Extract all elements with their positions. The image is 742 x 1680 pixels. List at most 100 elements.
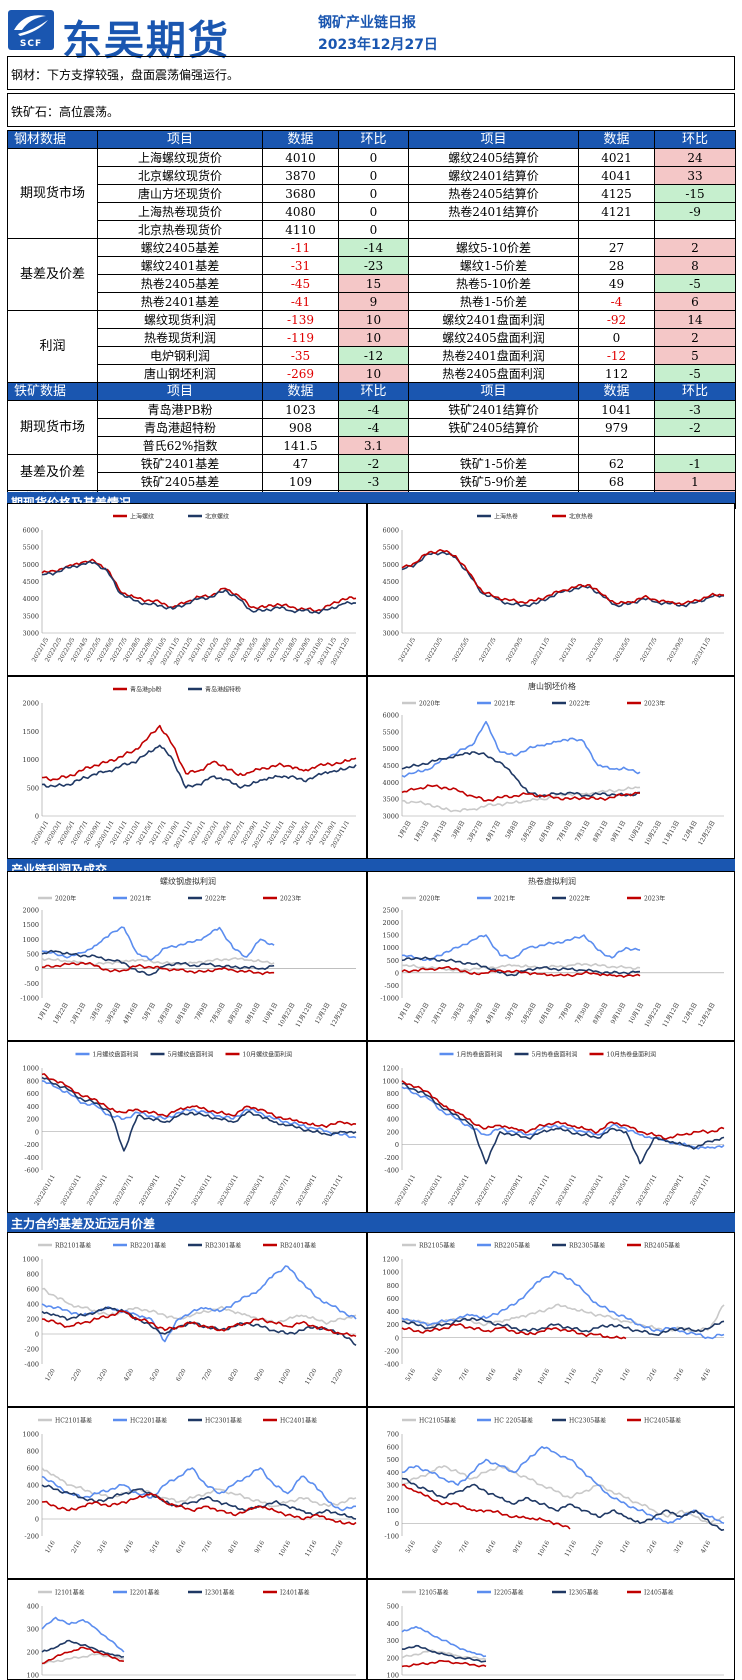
- series-line: [401, 1317, 725, 1336]
- table-row: 基差及价差 铁矿2401基差 47 -2 铁矿1-5价差 62 -1: [7, 454, 736, 491]
- change-cell: -3: [654, 400, 736, 419]
- x-tick-label: 7月31日: [574, 820, 592, 844]
- y-tick-label: 0: [395, 969, 399, 977]
- series-line: [41, 1076, 357, 1152]
- item-cell: 螺纹2401盘面利润: [408, 310, 579, 329]
- x-tick-label: 2023/09/11: [662, 1174, 685, 1207]
- chart-panel-rb-may-basis: RB2105基差 RB2205基差 RB2305基差 RB2405基差 -400 -200…: [367, 1232, 735, 1407]
- change-cell: -2: [338, 454, 409, 473]
- y-tick-label: 0: [35, 1331, 39, 1339]
- series-line: [41, 1467, 356, 1512]
- y-tick-label: 400: [387, 1308, 399, 1316]
- y-tick-label: 400: [387, 1116, 399, 1124]
- legend-label: 10月螺纹盘面利润: [243, 1051, 293, 1059]
- x-tick-label: 3月5日: [89, 1002, 105, 1023]
- legend-label: I2101基差: [55, 1589, 85, 1597]
- table-row: 青岛港超特粉 908 -4 铁矿2405结算价 979 -2: [8, 418, 736, 437]
- legend-label: RB2205基差: [494, 1242, 530, 1250]
- x-tick-label: 9月11日: [610, 820, 628, 844]
- legend-label: HC2401基差: [280, 1417, 317, 1425]
- item-cell: 螺纹5-10价差: [408, 238, 579, 257]
- table-row: 利润 螺纹现货利润 -139 10 螺纹2401盘面利润 -92 14: [7, 310, 736, 383]
- value-cell: 979: [578, 418, 655, 437]
- value-cell: 0: [578, 328, 655, 347]
- value-cell: -41: [262, 292, 339, 311]
- y-tick-label: 1000: [382, 1269, 399, 1277]
- y-tick-label: 500: [27, 784, 39, 792]
- y-tick-label: -200: [24, 1533, 39, 1541]
- y-tick-label: 0: [395, 1334, 399, 1342]
- chart-title: 螺纹钢虚拟利润: [160, 876, 216, 886]
- x-tick-label: 2/20: [70, 1367, 83, 1382]
- change-cell: -1: [654, 454, 736, 473]
- chart-rb-may-basis: RB2105基差 RB2205基差 RB2305基差 RB2405基差 -400 -200…: [382, 1242, 725, 1386]
- x-tick-label: 12/16: [590, 1367, 605, 1386]
- value-cell: 112: [578, 364, 655, 383]
- change-cell: 1: [654, 472, 736, 491]
- y-tick-label: 0: [395, 1520, 399, 1528]
- y-tick-label: 200: [27, 1316, 39, 1324]
- value-cell: -31: [262, 256, 339, 275]
- series-line: [401, 784, 640, 802]
- value-cell: [578, 436, 655, 455]
- item-cell: 热卷2401基差: [97, 292, 263, 311]
- legend-label: 2022年: [569, 895, 590, 903]
- x-tick-label: 2022/01/11: [394, 1174, 417, 1207]
- value-cell: -12: [578, 346, 655, 365]
- change-cell: -2: [654, 418, 736, 437]
- y-tick-label: -500: [384, 982, 399, 990]
- x-tick-label: 12月24日: [697, 1002, 717, 1029]
- x-tick-label: 4/20: [123, 1367, 136, 1382]
- value-cell: -92: [578, 310, 655, 329]
- value-cell: 3680: [262, 184, 339, 203]
- x-tick-label: 7月30日: [574, 1002, 592, 1026]
- chart-panel-billet: 唐山钢坯价格 2020年 2021年 2022年 2023年 3000 3500 4000 45…: [367, 676, 735, 859]
- x-tick-label: 3/20: [96, 1367, 109, 1382]
- x-tick-label: 5/16: [149, 1539, 162, 1554]
- x-tick-label: 8/16: [485, 1367, 498, 1382]
- y-tick-label: 200: [27, 1499, 39, 1507]
- y-tick-label: 3000: [22, 630, 39, 638]
- y-tick-label: 1000: [22, 1256, 39, 1264]
- x-tick-label: 3月6日: [450, 820, 466, 841]
- series-line: [401, 751, 641, 798]
- chart-panel-i-may-basis: I2105基差 I2205基差 I2305基差 I2405基差 100 200 300 400…: [367, 1579, 735, 1680]
- x-tick-label: 2022/09/11: [501, 1174, 524, 1207]
- item-cell: 热卷2405结算价: [408, 184, 579, 203]
- series-line: [401, 956, 641, 977]
- y-tick-label: 3500: [22, 612, 39, 620]
- item-cell: 螺纹1-5价差: [408, 256, 579, 275]
- y-tick-label: 600: [387, 1443, 399, 1451]
- x-tick-label: 8/16: [227, 1539, 240, 1554]
- item-cell: 热卷现货利润: [97, 328, 263, 347]
- legend-label: I2205基差: [494, 1589, 524, 1597]
- y-tick-label: 4000: [382, 595, 399, 603]
- item-cell: 唐山钢坯利润: [97, 364, 263, 383]
- chart-hc-may-basis: HC2105基差 HC 2205基差 HC2305基差 HC2405基差 -100 0 10…: [384, 1417, 725, 1558]
- series-line: [41, 1484, 357, 1520]
- x-tick-label: 2023/07/11: [269, 1174, 292, 1207]
- item-cell: 青岛港超特粉: [97, 418, 263, 437]
- table-row: 期现货市场 青岛港PB粉 1023 -4 铁矿2401结算价 1041 -3: [7, 400, 736, 455]
- header-cell: 铁矿数据: [7, 382, 98, 401]
- steel-header-row: 钢材数据 项目 数据 环比 项目 数据 环比: [7, 130, 736, 149]
- x-tick-label: 3月27日: [466, 820, 484, 844]
- header-cell: 项目: [408, 382, 579, 401]
- legend-label: I2305基差: [569, 1589, 599, 1597]
- y-tick-label: 200: [27, 1116, 39, 1124]
- table-row: 北京热卷现货价 4110 0: [8, 220, 736, 239]
- series-line: [401, 548, 725, 606]
- change-cell: 2: [654, 238, 736, 257]
- x-tick-label: 8/16: [485, 1539, 498, 1554]
- x-tick-label: 6/16: [431, 1539, 444, 1554]
- y-tick-label: 0: [395, 1141, 399, 1149]
- y-tick-label: 3500: [382, 796, 399, 804]
- x-tick-label: 2023/05/11: [608, 1174, 631, 1207]
- change-cell: 0: [338, 166, 409, 185]
- chart-hrc-spot: 上海热卷 北京热卷 3000 3500 4000 4500 5000 5500 6000 2022…: [382, 513, 725, 667]
- y-tick-label: 500: [27, 951, 39, 959]
- table-row: 期现货市场 上海螺纹现货价 4010 0 螺纹2405结算价 4021 24: [7, 148, 736, 239]
- item-cell: 螺纹2401基差: [97, 256, 263, 275]
- x-tick-label: 2022/1/5: [398, 636, 418, 663]
- legend-label: RB2401基差: [280, 1242, 316, 1250]
